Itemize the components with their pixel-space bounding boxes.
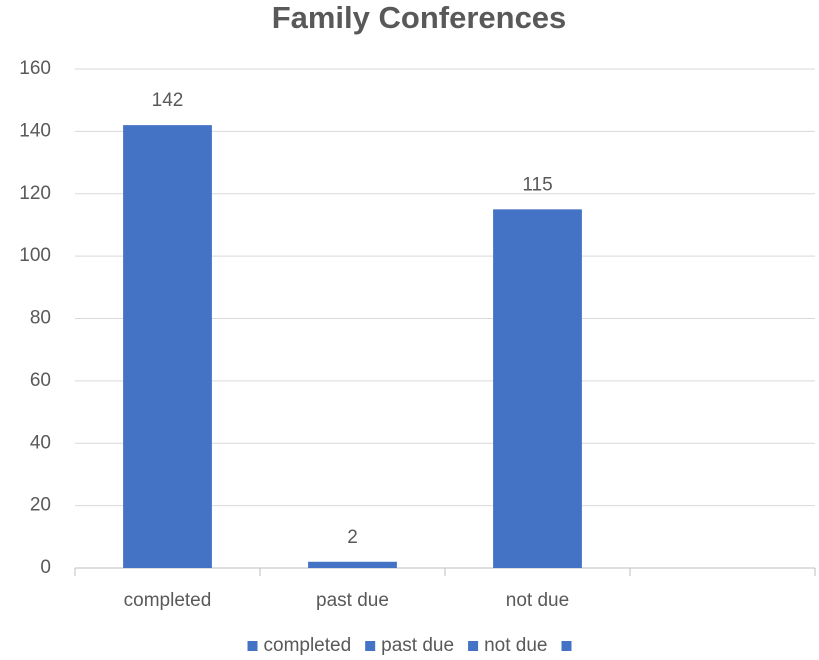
legend-swatch (468, 641, 479, 651)
y-tick-label: 20 (30, 495, 51, 516)
legend-label: not due (484, 635, 547, 656)
y-tick-label: 120 (19, 183, 51, 204)
legend-swatch (561, 641, 572, 651)
y-tick-label: 100 (19, 245, 51, 266)
data-label: 142 (152, 90, 184, 111)
legend-label: completed (264, 635, 352, 656)
y-tick-label: 40 (30, 432, 51, 453)
y-tick-label: 160 (19, 58, 51, 79)
chart-title: Family Conferences (272, 0, 567, 35)
legend-label: past due (381, 635, 454, 656)
bar (493, 209, 582, 568)
legend-swatch (247, 641, 258, 651)
y-tick-label: 80 (30, 308, 51, 329)
data-label: 115 (522, 174, 552, 195)
legend-swatch (365, 641, 376, 651)
y-tick-label: 140 (19, 120, 51, 141)
x-tick-label: not due (506, 590, 569, 611)
bar (308, 561, 397, 568)
data-label: 2 (347, 527, 358, 548)
x-tick-label: past due (316, 590, 389, 611)
y-tick-label: 60 (30, 370, 51, 391)
bar (123, 125, 212, 568)
x-tick-label: completed (124, 590, 212, 611)
y-tick-label: 0 (40, 557, 51, 578)
